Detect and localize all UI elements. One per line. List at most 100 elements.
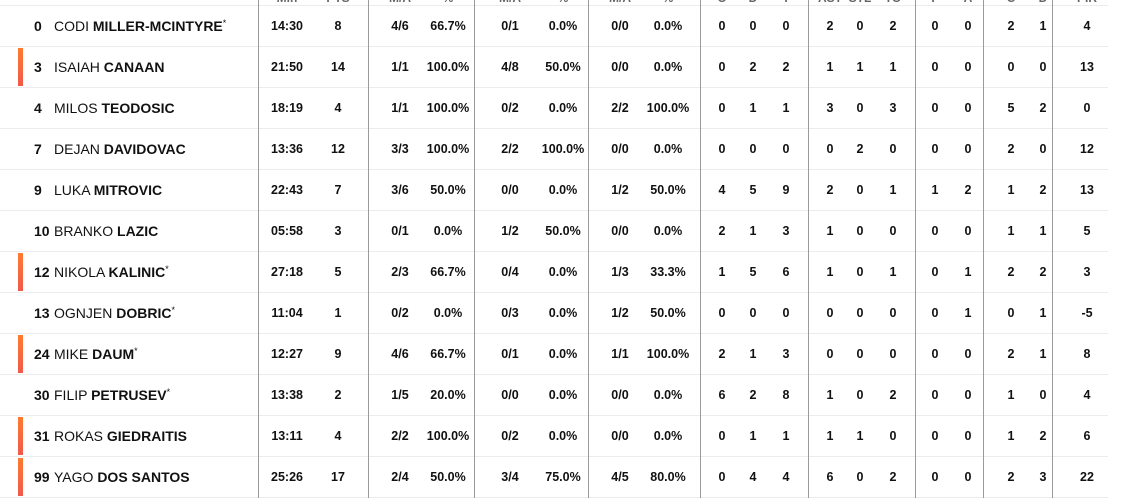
stat-fouls-drawn: 0 xyxy=(964,19,972,33)
stat-2pt-pct: 100.0% xyxy=(426,101,470,115)
stat-2pt-made-att: 2/3 xyxy=(391,265,409,279)
stat-pir: 12 xyxy=(1080,142,1094,156)
header-ft-pct[interactable]: % xyxy=(663,0,674,6)
stat-turnovers: 0 xyxy=(889,347,897,361)
player-name-link[interactable]: CODI MILLER-MCINTYRE* xyxy=(54,6,226,46)
player-name-link[interactable]: ISAIAH CANAAN xyxy=(54,47,164,87)
player-name-link[interactable]: MILOS TEODOSIC xyxy=(54,88,175,128)
first-name: ROKAS xyxy=(54,428,104,444)
stat-blocks: 1 xyxy=(1007,183,1015,197)
stat-blocks: 0 xyxy=(1007,306,1015,320)
stat-fouls-committed: 0 xyxy=(931,470,939,484)
header-3pt-made-att[interactable]: M/A xyxy=(499,0,521,6)
header-fouls-committed[interactable]: F xyxy=(931,0,938,6)
stat-2pt-made-att: 4/6 xyxy=(391,19,409,33)
stat-turnovers: 1 xyxy=(889,183,897,197)
stat-minutes: 27:18 xyxy=(271,265,303,279)
stat-ft-made-att: 0/0 xyxy=(611,388,629,402)
stat-def-reb: 5 xyxy=(749,183,757,197)
stat-blocks: 2 xyxy=(1007,19,1015,33)
stat-minutes: 21:50 xyxy=(271,60,303,74)
header-blocks[interactable]: C xyxy=(1007,0,1016,6)
stat-blocks-against: 2 xyxy=(1039,101,1047,115)
stat-steals: 1 xyxy=(856,429,864,443)
stat-off-reb: 0 xyxy=(718,470,726,484)
player-name-link[interactable]: OGNJEN DOBRIC* xyxy=(54,293,175,333)
header-turnovers[interactable]: TO xyxy=(885,0,901,6)
header-2pt-pct[interactable]: % xyxy=(443,0,454,6)
stat-steals: 2 xyxy=(856,142,864,156)
stat-def-reb: 1 xyxy=(749,224,757,238)
stat-ft-pct: 0.0% xyxy=(653,388,683,402)
starter-mark: * xyxy=(166,387,171,397)
player-name-link[interactable]: MIKE DAUM* xyxy=(54,334,138,374)
stat-2pt-pct: 100.0% xyxy=(426,142,470,156)
player-name-link[interactable]: BRANKO LAZIC xyxy=(54,211,158,251)
header-2pt-made-att[interactable]: M/A xyxy=(389,0,411,6)
stat-tot-reb: 1 xyxy=(782,101,790,115)
stat-3pt-pct: 0.0% xyxy=(548,265,578,279)
stat-off-reb: 4 xyxy=(718,183,726,197)
stat-blocks: 5 xyxy=(1007,101,1015,115)
header-ft-made-att[interactable]: M/A xyxy=(609,0,631,6)
stat-3pt-made-att: 0/0 xyxy=(501,388,519,402)
stat-blocks: 1 xyxy=(1007,429,1015,443)
header-points[interactable]: PTS xyxy=(326,0,349,6)
player-number: 10 xyxy=(34,223,50,239)
player-name-link[interactable]: YAGO DOS SANTOS xyxy=(54,457,190,497)
stat-def-reb: 2 xyxy=(749,60,757,74)
stat-3pt-made-att: 1/2 xyxy=(501,224,519,238)
stat-def-reb: 1 xyxy=(749,101,757,115)
stat-minutes: 22:43 xyxy=(271,183,303,197)
box-score-table: Min PTS M/A% M/A% M/A% O D T AST STL TO F A C D PIR 0 CO… xyxy=(0,0,1108,498)
header-pir[interactable]: PIR xyxy=(1077,0,1097,6)
stat-steals: 0 xyxy=(856,388,864,402)
stat-def-reb: 4 xyxy=(749,470,757,484)
header-fouls-drawn[interactable]: A xyxy=(964,0,973,6)
stat-turnovers: 3 xyxy=(889,101,897,115)
stat-points: 17 xyxy=(331,470,345,484)
stat-off-reb: 6 xyxy=(718,388,726,402)
stat-def-reb: 1 xyxy=(749,347,757,361)
player-name-link[interactable]: ROKAS GIEDRAITIS xyxy=(54,416,187,456)
stat-blocks-against: 0 xyxy=(1039,142,1047,156)
player-name-link[interactable]: DEJAN DAVIDOVAC xyxy=(54,129,186,169)
stat-ft-pct: 0.0% xyxy=(653,224,683,238)
stat-2pt-pct: 50.0% xyxy=(430,470,466,484)
last-name: TEODOSIC xyxy=(101,100,175,116)
stat-def-reb: 1 xyxy=(749,429,757,443)
stat-def-reb: 0 xyxy=(749,19,757,33)
player-number: 99 xyxy=(34,469,50,485)
header-tot-reb[interactable]: T xyxy=(782,0,789,6)
stat-assists: 1 xyxy=(826,60,834,74)
stat-steals: 1 xyxy=(856,60,864,74)
header-assists[interactable]: AST xyxy=(818,0,842,6)
stat-fouls-committed: 0 xyxy=(931,101,939,115)
last-name: PETRUSEV xyxy=(91,387,167,403)
header-off-reb[interactable]: O xyxy=(717,0,726,6)
player-name-link[interactable]: NIKOLA KALINIC* xyxy=(54,252,169,292)
stat-3pt-made-att: 2/2 xyxy=(501,142,519,156)
header-def-reb[interactable]: D xyxy=(749,0,758,6)
player-name-link[interactable]: LUKA MITROVIC xyxy=(54,170,162,210)
stat-3pt-pct: 50.0% xyxy=(545,60,581,74)
stat-ft-made-att: 0/0 xyxy=(611,142,629,156)
stat-3pt-pct: 0.0% xyxy=(548,19,578,33)
header-3pt-pct[interactable]: % xyxy=(558,0,569,6)
last-name: MILLER-MCINTYRE xyxy=(92,18,223,34)
stat-def-reb: 0 xyxy=(749,306,757,320)
stat-off-reb: 0 xyxy=(718,142,726,156)
header-steals[interactable]: STL xyxy=(849,0,872,6)
stat-fouls-drawn: 1 xyxy=(964,306,972,320)
stat-steals: 0 xyxy=(856,224,864,238)
column-divider xyxy=(474,0,475,498)
stat-3pt-made-att: 0/0 xyxy=(501,183,519,197)
player-name-link[interactable]: FILIP PETRUSEV* xyxy=(54,375,170,415)
stat-ft-made-att: 2/2 xyxy=(611,101,629,115)
stat-assists: 3 xyxy=(826,101,834,115)
stat-def-reb: 5 xyxy=(749,265,757,279)
header-blocks-against[interactable]: D xyxy=(1039,0,1048,6)
header-minutes[interactable]: Min xyxy=(277,0,298,6)
stat-ft-pct: 50.0% xyxy=(650,306,686,320)
stat-3pt-made-att: 3/4 xyxy=(501,470,519,484)
